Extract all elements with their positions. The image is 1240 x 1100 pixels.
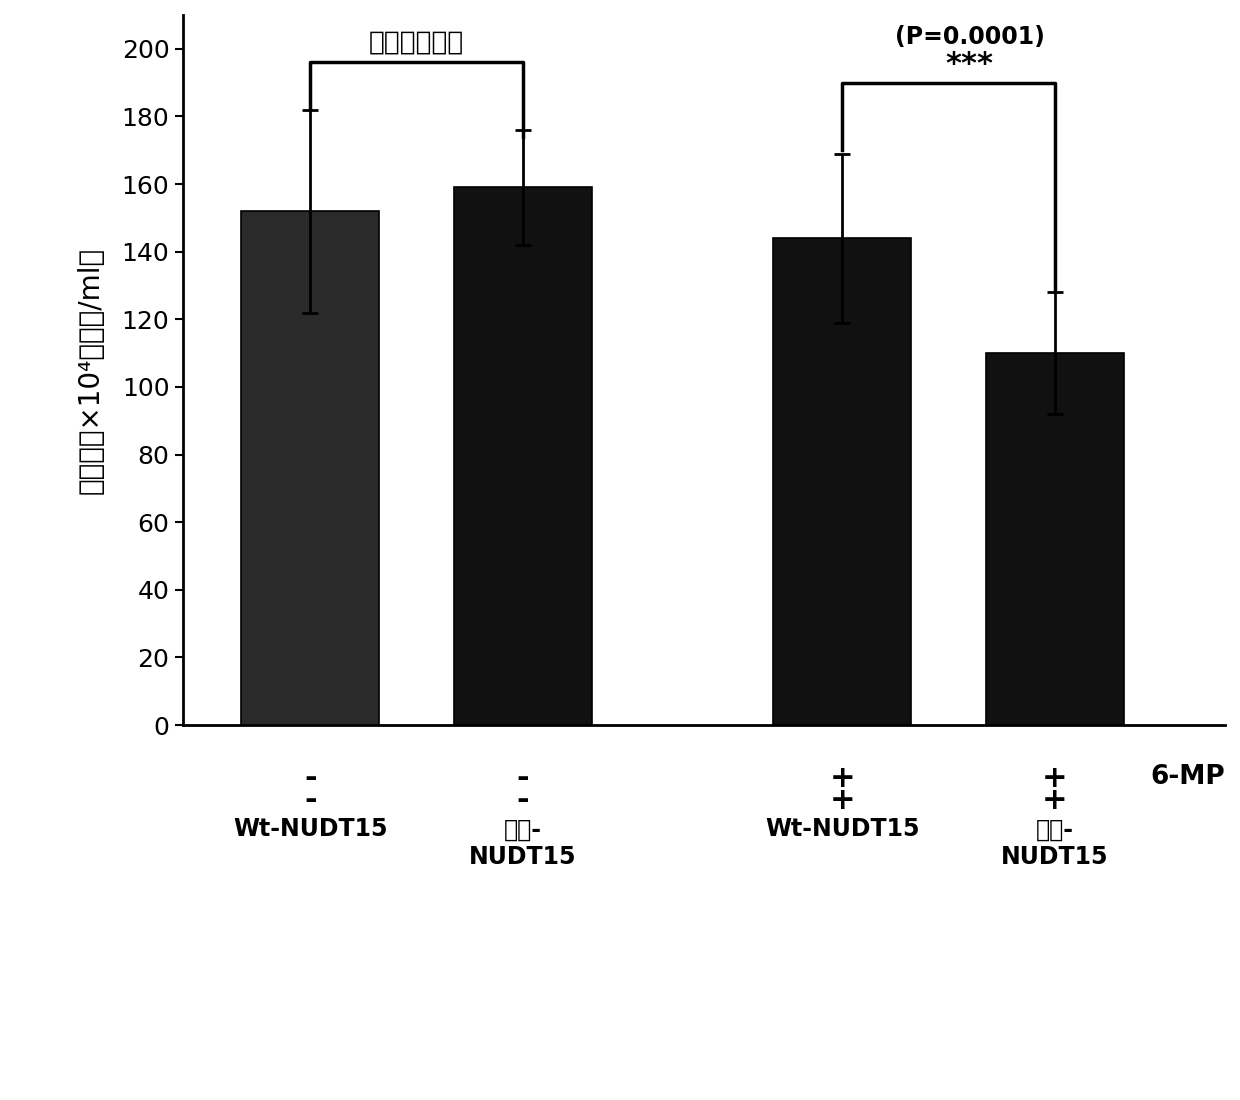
Text: (P=0.0001): (P=0.0001): [895, 25, 1044, 48]
Text: +: +: [1042, 764, 1068, 793]
Text: +: +: [830, 764, 854, 793]
Text: +: +: [830, 786, 854, 815]
Text: ***: ***: [946, 51, 993, 79]
Text: 突变-
NUDT15: 突变- NUDT15: [469, 817, 577, 869]
Text: 无显著性差异: 无显著性差异: [370, 30, 464, 56]
Bar: [241, 211, 379, 725]
Bar: [773, 239, 911, 725]
Text: Wt-NUDT15: Wt-NUDT15: [233, 817, 388, 842]
Text: 突变-
NUDT15: 突变- NUDT15: [1001, 817, 1109, 869]
Text: -: -: [304, 786, 316, 815]
Text: -: -: [517, 764, 529, 793]
Text: -: -: [304, 764, 316, 793]
Y-axis label: 细胞数（×10⁴个细胞/ml）: 细胞数（×10⁴个细胞/ml）: [77, 246, 105, 494]
Bar: [454, 187, 593, 725]
Text: 6-MP: 6-MP: [1151, 764, 1225, 790]
Text: +: +: [1042, 786, 1068, 815]
Text: Wt-NUDT15: Wt-NUDT15: [765, 817, 919, 842]
Bar: [986, 353, 1123, 725]
Text: -: -: [517, 786, 529, 815]
